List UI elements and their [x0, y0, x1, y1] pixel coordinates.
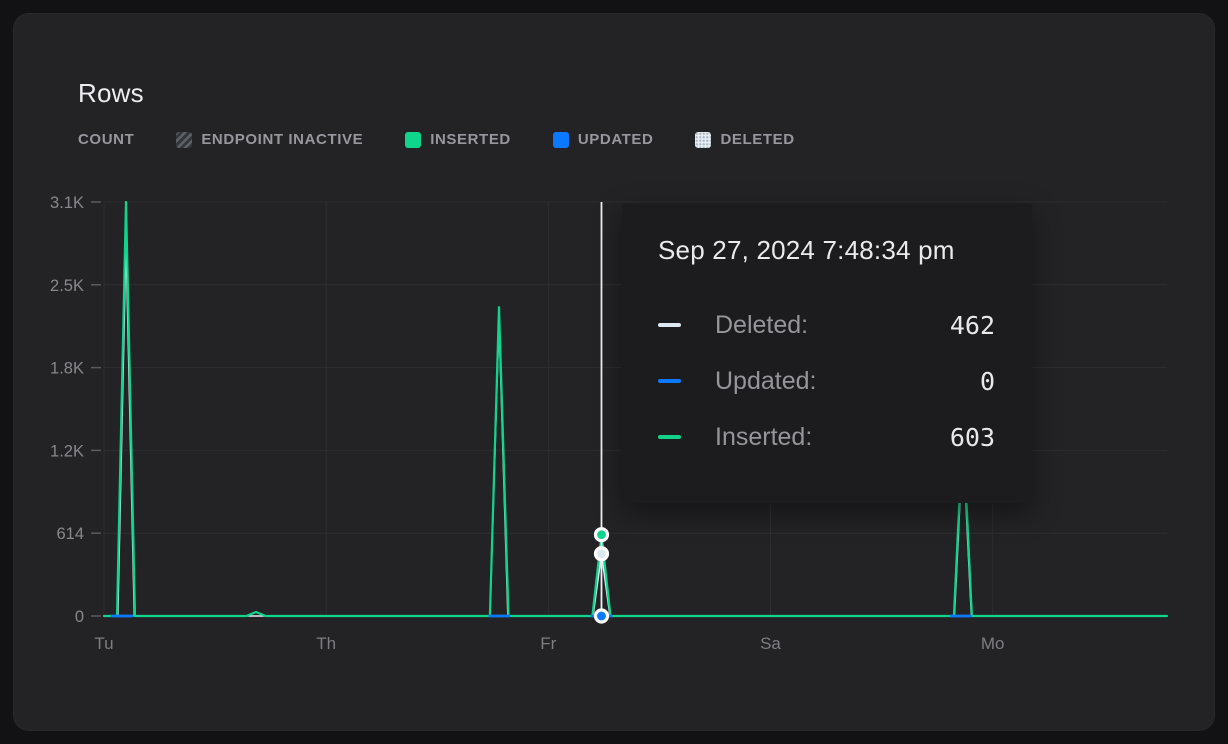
deleted-swatch-icon — [695, 131, 712, 148]
chart-tooltip: Sep 27, 2024 7:48:34 pm Deleted: 462 Upd… — [622, 203, 1032, 503]
tooltip-row-deleted: Deleted: 462 — [658, 297, 995, 353]
legend-item-label: ENDPOINT INACTIVE — [201, 131, 364, 148]
y-axis-label: 1.8K — [50, 360, 84, 378]
inserted-swatch-icon — [405, 131, 422, 148]
legend-item-label: DELETED — [720, 131, 795, 148]
tooltip-row-label: Deleted: — [715, 310, 809, 339]
legend-item-endpoint-inactive[interactable]: ENDPOINT INACTIVE — [176, 131, 363, 148]
tooltip-row-value: 0 — [979, 366, 995, 396]
updated-swatch-icon — [552, 131, 569, 148]
deleted-series-dash-icon — [658, 323, 681, 327]
hover-dot-updated — [593, 608, 610, 624]
x-axis-label: Tu — [94, 634, 113, 653]
inserted-series-dash-icon — [658, 435, 681, 439]
x-axis-label: Fr — [540, 634, 556, 653]
hover-dot-deleted — [593, 546, 610, 562]
x-axis-label: Mo — [981, 634, 1005, 653]
chart-legend: COUNT ENDPOINT INACTIVE INSERTED UPDATED DE… — [78, 131, 795, 148]
updated-series-dash-icon — [658, 379, 681, 383]
endpoint-inactive-swatch-icon — [176, 131, 193, 148]
legend-item-label: UPDATED — [577, 131, 654, 148]
tooltip-rows: Deleted: 462 Updated: 0 Inserted: 603 — [658, 297, 995, 465]
y-axis-label: 1.2K — [50, 442, 84, 460]
tooltip-row-value: 462 — [949, 310, 995, 340]
tooltip-row-label: Updated: — [715, 366, 817, 395]
legend-item-inserted[interactable]: INSERTED — [405, 131, 511, 148]
count-label: COUNT — [78, 131, 135, 148]
y-axis-label: 614 — [56, 525, 84, 543]
chart-title: Rows — [78, 78, 144, 108]
tooltip-row-label: Inserted: — [715, 422, 813, 451]
y-axis-label: 0 — [75, 608, 84, 626]
inserted-series-line — [102, 200, 1169, 618]
legend-item-label: INSERTED — [430, 131, 511, 148]
tooltip-timestamp: Sep 27, 2024 7:48:34 pm — [658, 235, 955, 265]
y-axis-label: 3.1K — [50, 194, 84, 212]
legend-item-updated[interactable]: UPDATED — [552, 131, 654, 148]
x-axis-label: Sa — [760, 634, 781, 653]
x-axis-label: Th — [316, 634, 336, 653]
tooltip-row-value: 603 — [949, 422, 995, 452]
y-axis-label: 2.5K — [50, 277, 84, 295]
tooltip-row-inserted: Inserted: 603 — [658, 409, 995, 465]
legend-item-deleted[interactable]: DELETED — [695, 131, 794, 148]
tooltip-row-updated: Updated: 0 — [658, 353, 995, 409]
hover-dot-inserted — [593, 527, 610, 543]
